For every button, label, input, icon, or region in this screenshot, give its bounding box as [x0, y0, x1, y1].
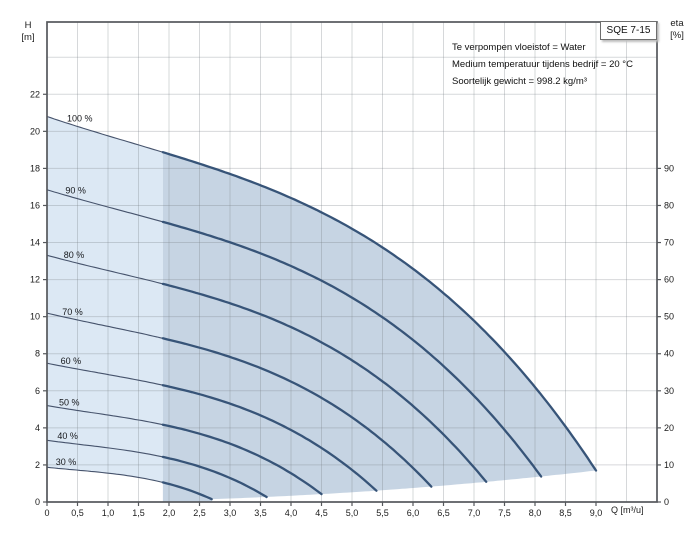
pump-model-box: SQE 7-15: [600, 21, 657, 40]
y-left-tick-label: 20: [30, 126, 40, 136]
curve-label-50: 50 %: [59, 398, 80, 408]
y-right-tick-label: 90: [664, 163, 674, 173]
y-left-tick-label: 18: [30, 163, 40, 173]
x-tick-label: 5,0: [346, 508, 359, 518]
x-tick-label: 7,5: [498, 508, 511, 518]
curve-label-90: 90 %: [65, 186, 86, 196]
x-tick-label: 6,0: [407, 508, 420, 518]
operating-conditions: Te verpompen vloeistof = Water Medium te…: [452, 39, 633, 90]
y-left-tick-label: 12: [30, 275, 40, 285]
operating-region-light: [47, 116, 163, 483]
y-right-tick-label: 20: [664, 423, 674, 433]
x-tick-label: 6,5: [437, 508, 450, 518]
x-tick-label: 8,0: [529, 508, 542, 518]
curve-40-thick: [161, 455, 268, 499]
y-axis-left-title-unit: [m]: [21, 31, 35, 43]
x-tick-label: 8,5: [559, 508, 572, 518]
y-axis-left-title: H [m]: [10, 20, 46, 43]
curve-label-60: 60 %: [61, 356, 82, 366]
x-tick-label: 2,5: [193, 508, 206, 518]
y-axis-right-title-unit: [%]: [670, 29, 684, 41]
x-tick-label: 4,0: [285, 508, 298, 518]
y-right-tick-label: 10: [664, 460, 674, 470]
x-tick-label: 3,0: [224, 508, 237, 518]
curve-40-thin: [46, 439, 164, 458]
y-axis-right-title: eta [%]: [660, 18, 694, 41]
y-left-tick-label: 22: [30, 89, 40, 99]
y-left-tick-label: 14: [30, 238, 40, 248]
x-tick-label: 3,5: [254, 508, 267, 518]
x-tick-label: 4,5: [315, 508, 328, 518]
curve-label-40: 40 %: [57, 431, 78, 441]
x-tick-label: 5,5: [376, 508, 389, 518]
y-right-tick-label: 30: [664, 386, 674, 396]
y-axis-right-title-symbol: eta: [670, 18, 684, 29]
y-left-tick-label: 8: [35, 349, 40, 359]
curve-70-thick: [161, 337, 433, 488]
operating-region-dark: [162, 152, 596, 502]
curve-30-thin: [46, 466, 164, 483]
x-tick-label: 1,5: [132, 508, 145, 518]
y-right-tick-label: 60: [664, 275, 674, 285]
y-left-tick-label: 10: [30, 312, 40, 322]
x-axis-title: Q [m³/u]: [611, 505, 644, 515]
y-right-tick-label: 70: [664, 238, 674, 248]
curve-50-thick: [161, 423, 323, 496]
curve-label-30: 30 %: [56, 457, 77, 467]
x-tick-label: 2,0: [163, 508, 176, 518]
curve-100-thick: [161, 151, 598, 472]
x-tick-label: 0: [44, 508, 49, 518]
curve-60-thick: [161, 384, 378, 492]
curve-60-thin: [46, 362, 164, 386]
y-left-tick-label: 0: [35, 497, 40, 507]
x-tick-label: 7,0: [468, 508, 481, 518]
curve-80-thin: [46, 254, 164, 285]
curve-label-70: 70 %: [62, 307, 83, 317]
curve-50-thin: [46, 405, 164, 426]
y-right-tick-label: 80: [664, 200, 674, 210]
y-left-tick-label: 16: [30, 200, 40, 210]
y-right-tick-label: 40: [664, 349, 674, 359]
y-right-tick-label: 0: [664, 497, 669, 507]
y-left-tick-label: 2: [35, 460, 40, 470]
x-tick-label: 9,0: [590, 508, 603, 518]
curve-70-thin: [46, 312, 164, 339]
x-tick-label: 1,0: [102, 508, 115, 518]
y-left-tick-label: 6: [35, 386, 40, 396]
curve-90-thin: [46, 189, 164, 223]
annotation-density: Soortelijk gewicht = 998.2 kg/m³: [452, 76, 587, 87]
annotation-liquid: Te verpompen vloeistof = Water: [452, 42, 586, 53]
curve-80-thick: [161, 282, 488, 483]
curve-label-100: 100 %: [67, 113, 93, 123]
y-axis-left-title-symbol: H: [24, 20, 32, 31]
curve-90-thick: [161, 220, 543, 478]
curve-100-thin: [46, 115, 164, 153]
annotation-temperature: Medium temperatuur tijdens bedrijf = 20 …: [452, 59, 633, 70]
curve-label-80: 80 %: [64, 250, 85, 260]
y-right-tick-label: 50: [664, 312, 674, 322]
y-left-tick-label: 4: [35, 423, 40, 433]
curve-30-thick: [161, 481, 213, 501]
x-tick-label: 0,5: [71, 508, 84, 518]
